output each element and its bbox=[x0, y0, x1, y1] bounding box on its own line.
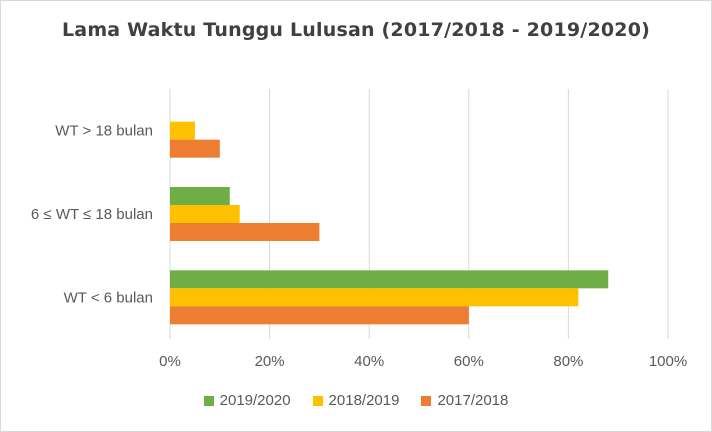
chart-title: Lama Waktu Tunggu Lulusan (2017/2018 - 2… bbox=[61, 19, 651, 41]
legend-swatch bbox=[312, 395, 323, 406]
category-label: WT < 6 bulan bbox=[64, 289, 153, 306]
bar-2017-2018 bbox=[170, 139, 220, 158]
category-label: WT > 18 bulan bbox=[55, 123, 153, 140]
legend-label: 2019/2020 bbox=[219, 392, 291, 409]
x-tick-label: 40% bbox=[354, 353, 384, 370]
x-tick-label: 0% bbox=[159, 353, 181, 370]
x-tick-label: 20% bbox=[255, 353, 285, 370]
legend-swatch bbox=[203, 395, 214, 406]
bar-2018-2019 bbox=[170, 288, 579, 307]
category-label: 6 ≤ WT ≤ 18 bulan bbox=[31, 206, 153, 223]
legend-swatch bbox=[421, 395, 432, 406]
legend-item: 2017/2018 bbox=[421, 392, 508, 409]
bar-2019-2020 bbox=[170, 270, 609, 289]
x-tick-label: 60% bbox=[454, 353, 484, 370]
x-tick-label: 80% bbox=[553, 353, 583, 370]
legend: 2019/2020 2018/2019 2017/2018 bbox=[1, 392, 711, 409]
legend-item: 2018/2019 bbox=[312, 392, 400, 409]
legend-label: 2017/2018 bbox=[437, 392, 509, 409]
bar-2017-2018 bbox=[170, 306, 469, 325]
bar-2019-2020 bbox=[170, 187, 230, 205]
legend-item: 2019/2020 bbox=[203, 392, 291, 409]
legend-label: 2018/2019 bbox=[328, 392, 400, 409]
bar-2018-2019 bbox=[170, 121, 195, 140]
x-tick-label: 100% bbox=[649, 353, 687, 370]
bar-2017-2018 bbox=[170, 223, 320, 241]
bar-2018-2019 bbox=[170, 205, 240, 223]
